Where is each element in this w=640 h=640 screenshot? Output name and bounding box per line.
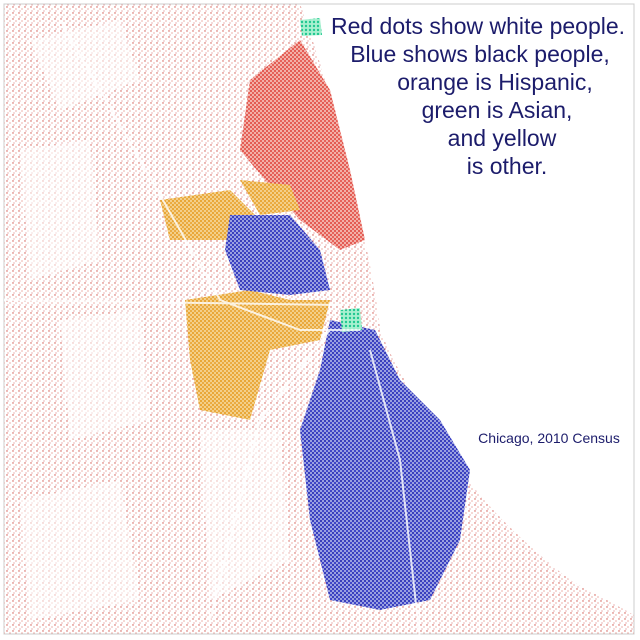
caption-line: Blue shows black people, (350, 41, 610, 67)
caption-line: green is Asian, (422, 97, 573, 123)
caption-line: and yellow (448, 125, 557, 151)
source-note: Chicago, 2010 Census (478, 430, 620, 446)
caption-line: orange is Hispanic, (397, 69, 593, 95)
dense-area (240, 40, 365, 250)
caption-line: is other. (467, 153, 548, 179)
roads (3, 19, 421, 640)
orange-area (160, 180, 330, 420)
sparse-area (20, 20, 290, 620)
caption-line: Red dots show white people. (331, 13, 625, 39)
blue-area (225, 215, 470, 610)
